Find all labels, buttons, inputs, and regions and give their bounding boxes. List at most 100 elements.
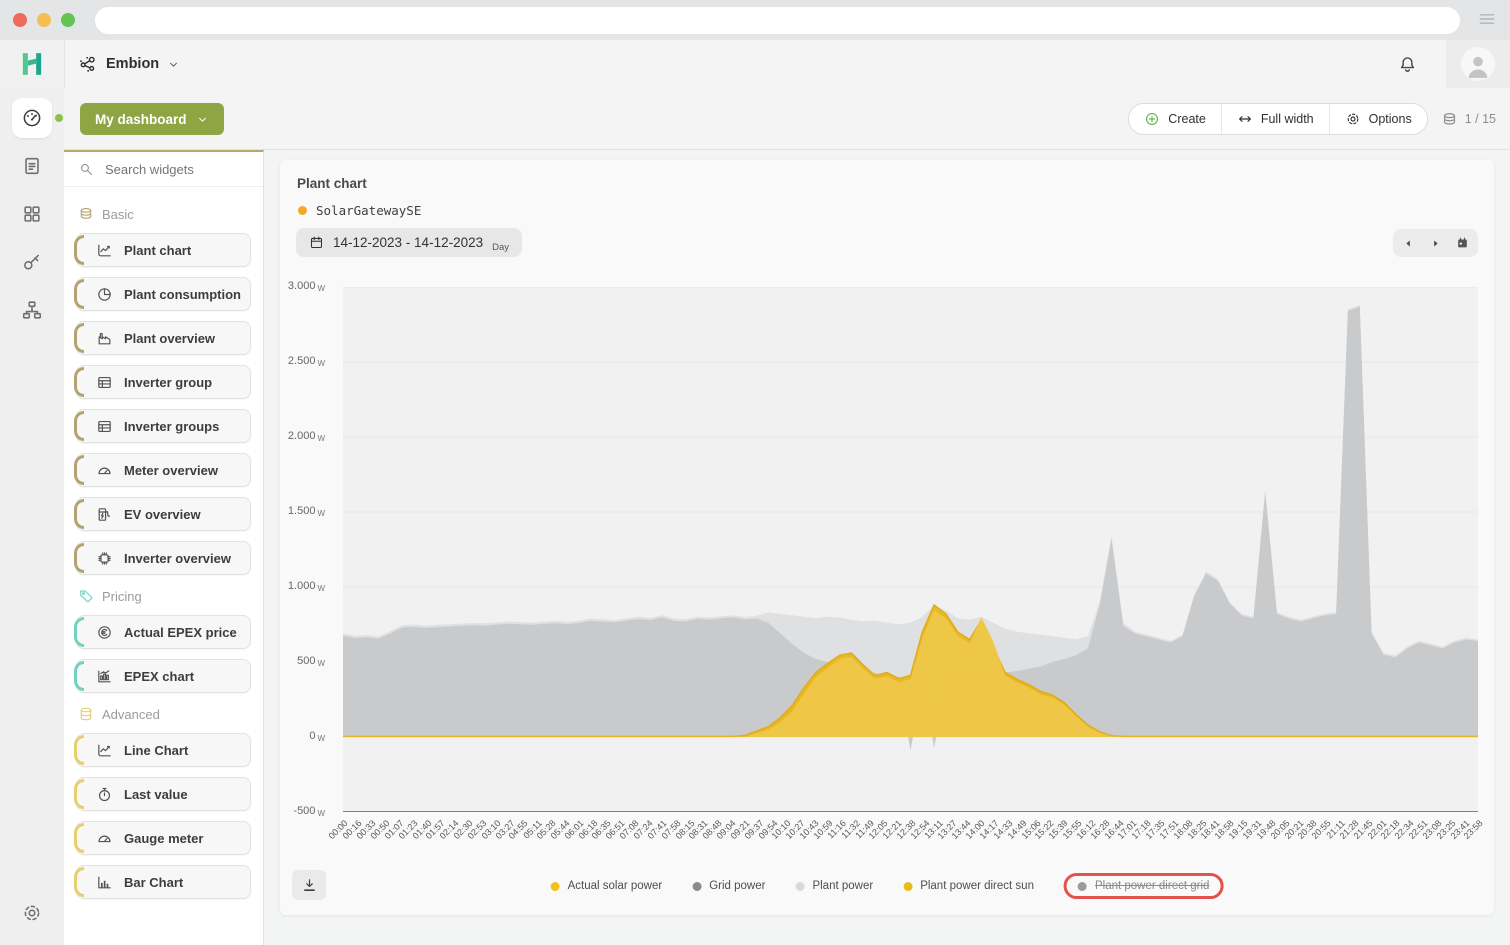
app-logo[interactable] [0, 40, 65, 88]
arrows-horizontal-icon [1237, 111, 1253, 127]
y-tick-label: 0W [309, 730, 325, 742]
widget-item-meter-overview[interactable]: Meter overview [76, 453, 251, 487]
unit-label: W [317, 809, 325, 818]
section-header-basic: Basic [78, 206, 249, 222]
y-axis: 3.000W2.500W2.000W1.500W1.000W500W0W-500… [280, 287, 335, 812]
window-maximize-button[interactable] [61, 13, 75, 27]
widget-item-plant-overview[interactable]: Plant overview [76, 321, 251, 355]
create-label: Create [1168, 112, 1206, 126]
date-range-picker[interactable]: 14-12-2023 - 14-12-2023 Day [296, 228, 522, 257]
date-nav-group [1393, 229, 1478, 257]
widget-item-epex-chart[interactable]: EPEX chart [76, 659, 251, 693]
share-nodes-icon [78, 54, 98, 74]
options-button[interactable]: Options [1329, 104, 1427, 134]
active-indicator-dot [55, 114, 63, 122]
legend-label: Plant power direct sun [920, 880, 1034, 892]
widget-item-label: Gauge meter [124, 831, 203, 846]
plus-circle-icon [1144, 111, 1160, 127]
gear-icon [21, 902, 43, 924]
widget-item-label: Bar Chart [124, 875, 183, 890]
accent-bracket [74, 867, 84, 897]
dashboard-content: Plant chart SolarGatewaySE 14-12-2023 - … [264, 150, 1510, 945]
grid-icon [21, 203, 43, 225]
widget-item-line-chart[interactable]: Line Chart [76, 733, 251, 767]
widget-item-label: EPEX chart [124, 669, 194, 684]
layers-icon [1441, 111, 1458, 128]
widget-item-actual-epex-price[interactable]: Actual EPEX price [76, 615, 251, 649]
section-header-pricing: Pricing [78, 588, 249, 604]
legend-item-plant-power[interactable]: Plant power [795, 880, 873, 892]
sidebar-item-settings[interactable] [12, 893, 52, 933]
legend-item-plant-power-direct-sun[interactable]: Plant power direct sun [903, 880, 1034, 892]
legend-label: Actual solar power [568, 880, 663, 892]
window-close-button[interactable] [13, 13, 27, 27]
unit-label: W [317, 434, 325, 443]
accent-bracket [74, 543, 84, 573]
legend-dot [551, 882, 560, 891]
sidebar-item-grid[interactable] [12, 194, 52, 234]
calendar-picker-button[interactable] [1450, 231, 1475, 255]
y-tick-label: 500W [297, 655, 325, 667]
y-tick-label: -500W [293, 805, 325, 817]
bell-icon[interactable] [1397, 54, 1418, 75]
legend-item-plant-power-direct-grid[interactable]: Plant power direct grid [1078, 880, 1209, 892]
dashboard-toolbar: My dashboard Create Full width Options 1… [64, 88, 1510, 150]
chart-footer: Actual solar power Grid power Plant power P… [292, 866, 1482, 906]
tag-icon [78, 588, 94, 604]
legend-label: Plant power [812, 880, 873, 892]
widget-panel: Basic Plant chart Plant consumption Plant o… [64, 150, 264, 945]
url-bar[interactable] [95, 7, 1460, 34]
unit-label: W [317, 509, 325, 518]
table-icon [96, 418, 113, 435]
widget-item-plant-chart[interactable]: Plant chart [76, 233, 251, 267]
widget-item-inverter-overview[interactable]: Inverter overview [76, 541, 251, 575]
widget-item-label: Plant chart [124, 243, 191, 258]
widget-item-gauge-meter[interactable]: Gauge meter [76, 821, 251, 855]
widget-item-label: Last value [124, 787, 188, 802]
widget-item-plant-consumption[interactable]: Plant consumption [76, 277, 251, 311]
widget-item-bar-chart[interactable]: Bar Chart [76, 865, 251, 899]
org-switcher[interactable]: Embion [78, 40, 180, 88]
download-button[interactable] [292, 870, 326, 900]
accent-bracket [74, 323, 84, 353]
widget-item-inverter-group[interactable]: Inverter group [76, 365, 251, 399]
dashboard-selector-button[interactable]: My dashboard [80, 103, 224, 135]
widget-item-label: Line Chart [124, 743, 188, 758]
widget-item-inverter-groups[interactable]: Inverter groups [76, 409, 251, 443]
legend-item-grid-power[interactable]: Grid power [692, 880, 765, 892]
full-width-button[interactable]: Full width [1221, 104, 1329, 134]
y-tick-label: 1.500W [288, 505, 325, 517]
sidebar-item-sitemap[interactable] [12, 290, 52, 330]
legend-item-actual-solar-power[interactable]: Actual solar power [551, 880, 663, 892]
browser-menu-icon[interactable] [1477, 9, 1497, 29]
app-header: Embion [0, 40, 1510, 88]
line-chart-icon [96, 742, 113, 759]
widget-item-last-value[interactable]: Last value [76, 777, 251, 811]
key-icon [21, 251, 43, 273]
accent-bracket [74, 279, 84, 309]
prev-period-button[interactable] [1396, 231, 1421, 255]
next-period-button[interactable] [1423, 231, 1448, 255]
legend-dot [795, 882, 804, 891]
widget-item-label: Inverter group [124, 375, 212, 390]
section-label: Advanced [102, 707, 160, 722]
search-input[interactable] [103, 161, 247, 178]
widget-item-label: Actual EPEX price [124, 625, 237, 640]
y-tick-label: 2.000W [288, 430, 325, 442]
layers-icon [78, 206, 94, 222]
window-minimize-button[interactable] [37, 13, 51, 27]
table-icon [96, 374, 113, 391]
sidebar-item-speedometer[interactable] [12, 98, 52, 138]
sidebar-item-key[interactable] [12, 242, 52, 282]
sidebar-item-document[interactable] [12, 146, 52, 186]
gauge-icon [96, 462, 113, 479]
toolbar-button-group: Create Full width Options [1128, 103, 1427, 135]
widget-item-ev-overview[interactable]: EV overview [76, 497, 251, 531]
accent-bracket [74, 779, 84, 809]
document-icon [21, 155, 43, 177]
page-indicator: 1 / 15 [1441, 111, 1496, 128]
user-menu[interactable] [1446, 40, 1510, 88]
create-button[interactable]: Create [1129, 104, 1221, 134]
ev-icon [96, 506, 113, 523]
y-tick-label: 1.000W [288, 580, 325, 592]
